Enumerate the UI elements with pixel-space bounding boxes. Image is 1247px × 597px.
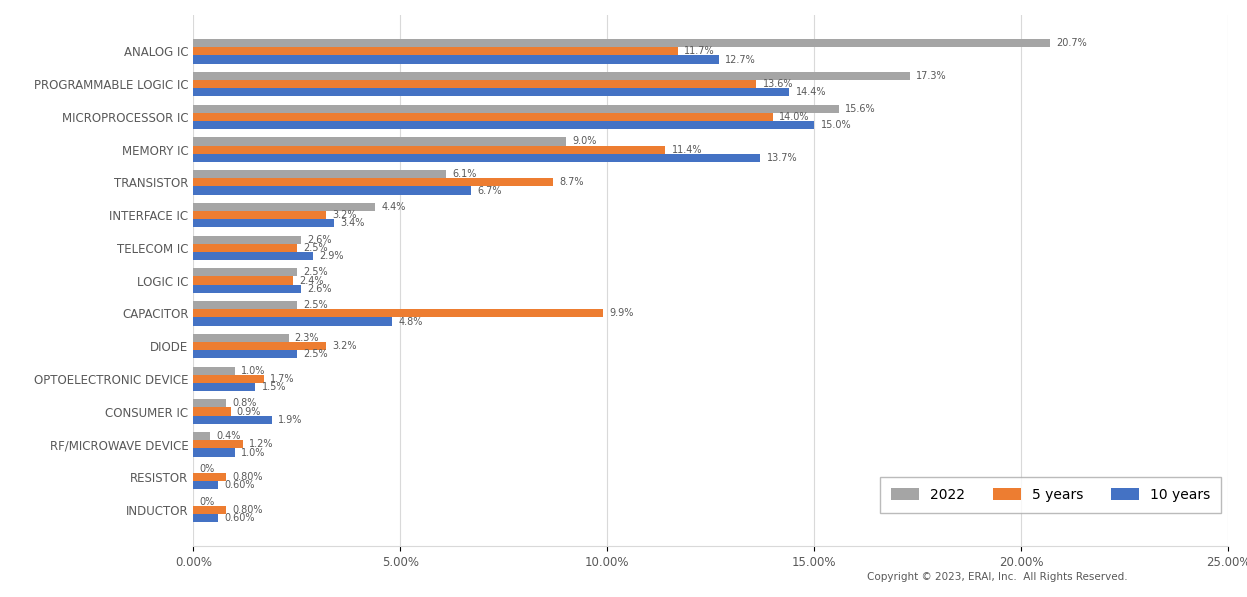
Text: 2.6%: 2.6% [307,284,332,294]
Bar [193,268,297,276]
Bar [193,440,243,448]
Text: 1.0%: 1.0% [241,448,266,457]
Text: 0.9%: 0.9% [237,407,261,417]
Bar [193,153,761,162]
Bar [193,276,293,285]
Text: 1.0%: 1.0% [241,365,266,376]
Bar [193,236,301,244]
Text: 9.9%: 9.9% [610,308,633,318]
Text: 1.9%: 1.9% [278,415,303,425]
Bar [193,399,227,408]
Bar [193,252,313,260]
Bar [193,56,720,64]
Text: 0.4%: 0.4% [216,431,241,441]
Text: 0.80%: 0.80% [233,472,263,482]
Text: 6.7%: 6.7% [476,186,501,196]
Bar [193,244,297,252]
Text: 2.5%: 2.5% [303,243,328,253]
Bar [193,301,297,309]
Bar [193,121,814,129]
Text: 0%: 0% [200,497,214,507]
Bar [193,72,909,80]
Text: 2.4%: 2.4% [299,276,323,285]
Bar [193,416,272,424]
Text: 14.4%: 14.4% [796,87,827,97]
Text: 1.2%: 1.2% [249,439,273,450]
Bar [193,506,227,514]
Bar [193,203,375,211]
Bar [193,146,665,153]
Bar [193,113,773,121]
Bar [193,170,446,179]
Text: 20.7%: 20.7% [1056,38,1087,48]
Text: 2.5%: 2.5% [303,349,328,359]
Bar [193,309,604,318]
Text: 9.0%: 9.0% [572,136,596,146]
Text: 17.3%: 17.3% [915,71,946,81]
Bar [193,285,301,293]
Text: 4.8%: 4.8% [398,316,423,327]
Text: 2.3%: 2.3% [294,333,319,343]
Text: 1.5%: 1.5% [262,382,286,392]
Text: 0.60%: 0.60% [224,480,254,490]
Text: 15.6%: 15.6% [845,104,875,113]
Legend: 2022, 5 years, 10 years: 2022, 5 years, 10 years [880,476,1221,513]
Text: 3.2%: 3.2% [332,341,357,351]
Bar [193,179,554,186]
Bar [193,432,209,440]
Bar [193,88,789,96]
Text: 2.6%: 2.6% [307,235,332,245]
Text: 11.7%: 11.7% [683,47,715,56]
Text: 15.0%: 15.0% [821,120,852,130]
Bar [193,186,470,195]
Bar [193,473,227,481]
Bar [193,514,218,522]
Text: 8.7%: 8.7% [560,177,584,187]
Text: 13.6%: 13.6% [762,79,793,89]
Text: 3.4%: 3.4% [340,219,364,228]
Bar [193,342,325,350]
Bar [193,318,392,325]
Bar [193,211,325,219]
Bar [193,104,839,113]
Text: 2.9%: 2.9% [319,251,344,261]
Bar [193,383,256,391]
Bar [193,481,218,490]
Bar [193,47,677,56]
Text: 0.80%: 0.80% [233,505,263,515]
Bar [193,219,334,227]
Text: 0.8%: 0.8% [233,398,257,408]
Text: 1.7%: 1.7% [269,374,294,384]
Text: 2.5%: 2.5% [303,267,328,278]
Text: 4.4%: 4.4% [382,202,407,212]
Text: 14.0%: 14.0% [779,112,809,122]
Bar [193,137,566,146]
Bar [193,334,288,342]
Text: 3.2%: 3.2% [332,210,357,220]
Bar [193,375,263,383]
Text: 6.1%: 6.1% [451,169,476,179]
Bar [193,408,231,416]
Text: 0.60%: 0.60% [224,513,254,523]
Text: 11.4%: 11.4% [671,144,702,155]
Text: 13.7%: 13.7% [767,153,797,163]
Bar [193,367,234,375]
Text: 0%: 0% [200,464,214,474]
Bar [193,80,757,88]
Text: 12.7%: 12.7% [726,54,756,64]
Text: 2.5%: 2.5% [303,300,328,310]
Text: Copyright © 2023, ERAI, Inc.  All Rights Reserved.: Copyright © 2023, ERAI, Inc. All Rights … [867,572,1127,582]
Bar [193,350,297,358]
Bar [193,39,1050,47]
Bar [193,448,234,457]
